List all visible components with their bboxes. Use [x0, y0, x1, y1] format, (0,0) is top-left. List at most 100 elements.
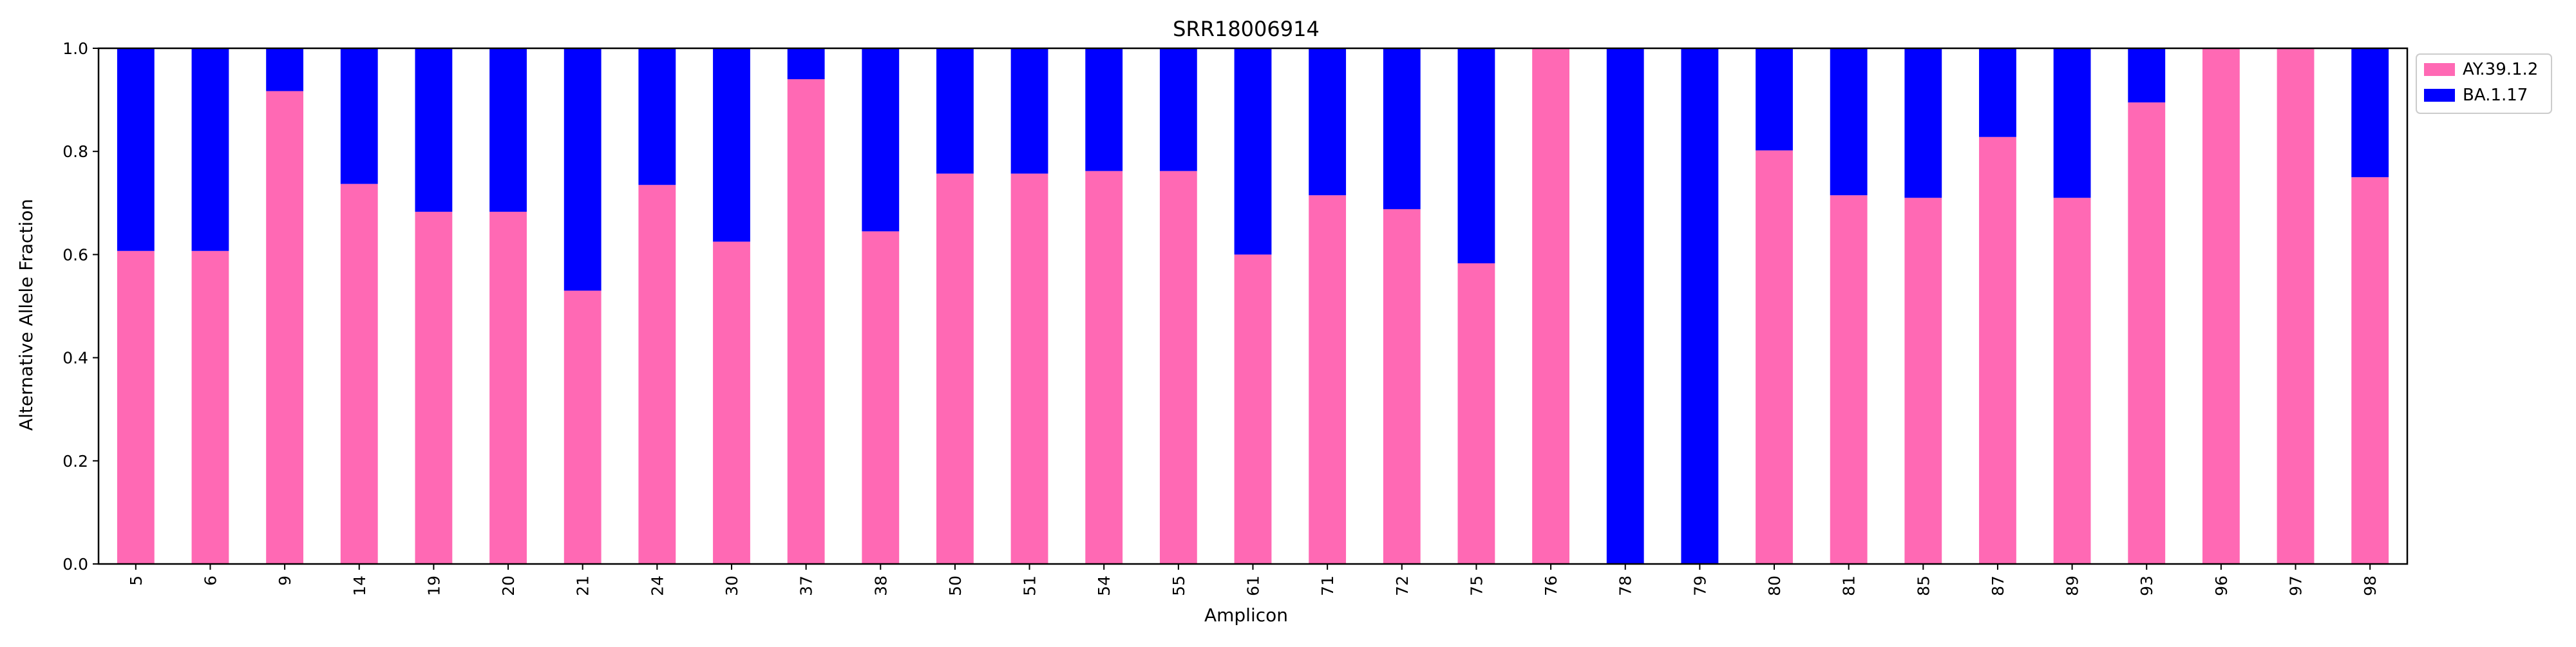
- x-tick-label: 87: [1989, 576, 2007, 596]
- bar-75-series-1: [1457, 48, 1495, 264]
- x-tick-label: 79: [1690, 576, 1709, 596]
- x-tick-label: 37: [797, 576, 816, 596]
- x-tick-label: 96: [2212, 576, 2231, 596]
- bar-38-series-0: [862, 231, 900, 565]
- x-tick-label: 30: [723, 576, 741, 596]
- x-tick-label: 89: [2063, 576, 2082, 596]
- bar-76-series-0: [1532, 48, 1569, 564]
- x-tick-label: 20: [499, 576, 518, 596]
- bar-9-series-1: [266, 48, 304, 91]
- bar-20-series-0: [489, 211, 527, 564]
- bar-14-series-0: [340, 183, 378, 565]
- x-tick-label: 21: [574, 576, 592, 596]
- x-tick-label: 51: [1021, 576, 1039, 596]
- bar-72-series-0: [1383, 209, 1421, 564]
- bar-5-series-1: [117, 48, 155, 251]
- bar-6-series-0: [191, 250, 229, 564]
- x-tick-label: 61: [1244, 576, 1263, 596]
- bar-24-series-0: [638, 185, 676, 564]
- legend: AY.39.1.2 BA.1.17: [2416, 53, 2552, 114]
- bar-21-series-0: [564, 290, 601, 564]
- x-tick-label: 76: [1542, 576, 1560, 596]
- legend-label: BA.1.17: [2463, 86, 2528, 105]
- bar-79-series-1: [1681, 48, 1719, 564]
- y-tick-label: 0.6: [62, 245, 88, 264]
- bar-78-series-1: [1606, 48, 1644, 564]
- bar-97-series-0: [2277, 48, 2315, 564]
- bar-54-series-0: [1085, 171, 1123, 564]
- legend-swatch: [2424, 63, 2455, 76]
- x-tick-label: 19: [424, 576, 443, 596]
- bar-71-series-1: [1309, 48, 1347, 196]
- x-tick-label: 75: [1467, 576, 1486, 596]
- bar-72-series-1: [1383, 48, 1421, 209]
- bar-80-series-0: [1756, 150, 1793, 564]
- x-tick-label: 24: [648, 576, 667, 596]
- x-tick-label: 38: [871, 576, 890, 596]
- x-tick-label: 93: [2137, 576, 2156, 596]
- x-tick-label: 54: [1095, 576, 1113, 596]
- y-tick-label: 1.0: [62, 39, 88, 58]
- bar-87-series-0: [1979, 136, 2016, 565]
- x-tick-label: 6: [201, 576, 220, 586]
- y-tick-label: 0.2: [62, 452, 88, 471]
- x-tick-label: 85: [1914, 576, 1933, 596]
- bar-50-series-1: [936, 48, 974, 174]
- bar-24-series-1: [638, 48, 676, 185]
- x-tick-label: 9: [276, 576, 294, 586]
- x-tick-label: 55: [1170, 576, 1188, 596]
- bar-20-series-1: [489, 48, 527, 212]
- bar-30-series-0: [713, 241, 750, 564]
- bar-37-series-1: [787, 48, 825, 80]
- bar-55-series-1: [1159, 48, 1197, 171]
- x-tick-label: 97: [2287, 576, 2306, 596]
- y-tick-label: 0.4: [62, 349, 88, 368]
- bar-37-series-0: [787, 79, 825, 564]
- x-tick-label: 80: [1765, 576, 1784, 596]
- x-tick-label: 72: [1393, 576, 1412, 596]
- x-tick-label: 14: [350, 576, 369, 596]
- bar-80-series-1: [1756, 48, 1793, 151]
- bar-81-series-0: [1830, 195, 1868, 564]
- x-tick-label: 98: [2361, 576, 2380, 596]
- bar-9-series-0: [266, 91, 304, 564]
- bar-98-series-0: [2351, 177, 2389, 564]
- legend-swatch: [2424, 89, 2455, 102]
- bar-87-series-1: [1979, 48, 2016, 137]
- y-axis-label: Alternative Allele Fraction: [15, 199, 37, 431]
- bar-5-series-0: [117, 250, 155, 564]
- bar-89-series-1: [2053, 48, 2091, 198]
- bar-61-series-1: [1234, 48, 1272, 255]
- bar-21-series-1: [564, 48, 601, 291]
- bar-38-series-1: [862, 48, 900, 232]
- x-tick-label: 50: [946, 576, 965, 596]
- bar-14-series-1: [340, 48, 378, 184]
- bar-50-series-0: [936, 173, 974, 564]
- bar-30-series-1: [713, 48, 750, 242]
- bar-85-series-1: [1904, 48, 1942, 198]
- bar-6-series-1: [191, 48, 229, 251]
- y-tick-label: 0.0: [62, 555, 88, 574]
- bar-85-series-0: [1904, 198, 1942, 564]
- y-tick-label: 0.8: [62, 142, 88, 161]
- bar-98-series-1: [2351, 48, 2389, 178]
- bar-81-series-1: [1830, 48, 1868, 196]
- chart-title: SRR18006914: [1173, 17, 1320, 41]
- bar-19-series-0: [415, 211, 453, 564]
- x-axis-label: Amplicon: [1204, 605, 1288, 626]
- bar-61-series-0: [1234, 254, 1272, 564]
- bar-54-series-1: [1085, 48, 1123, 171]
- bar-55-series-0: [1159, 171, 1197, 564]
- x-tick-label: 71: [1318, 576, 1337, 596]
- bar-71-series-0: [1309, 195, 1347, 564]
- bar-51-series-0: [1010, 173, 1048, 564]
- bar-51-series-1: [1010, 48, 1048, 174]
- bar-89-series-0: [2053, 198, 2091, 564]
- x-tick-label: 81: [1840, 576, 1859, 596]
- bar-93-series-0: [2128, 102, 2166, 565]
- bar-96-series-0: [2202, 48, 2240, 564]
- x-tick-label: 78: [1616, 576, 1635, 596]
- bar-19-series-1: [415, 48, 453, 212]
